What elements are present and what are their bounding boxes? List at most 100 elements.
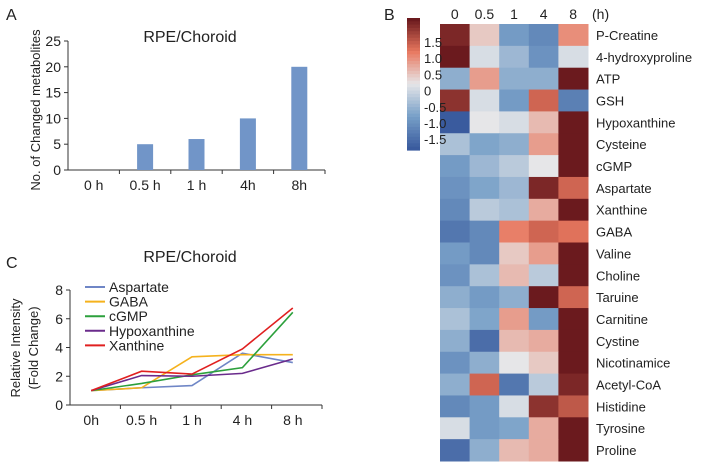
heatmap-cell (528, 351, 559, 375)
colorbar-segment (407, 103, 420, 108)
heatmap-cell (528, 286, 559, 309)
row-label: Carnitine (596, 312, 648, 327)
y-tick-label: 15 (45, 85, 61, 101)
colorbar-segment (407, 143, 420, 148)
heatmap-cell (499, 45, 530, 69)
heatmap-cell (499, 308, 530, 331)
heatmap-cell (499, 133, 530, 156)
bar (188, 139, 205, 170)
heatmap-cell (440, 89, 471, 112)
heatmap-cell (528, 45, 559, 69)
heatmap-cell (499, 198, 530, 222)
heatmap-cell (558, 439, 589, 462)
row-label: P-Creatine (596, 28, 658, 43)
heatmap-cell (469, 155, 500, 178)
colorbar-segment (407, 27, 420, 32)
colorbar-segment (407, 97, 420, 102)
heatmap-cell (499, 264, 530, 287)
heatmap-cell (469, 89, 500, 112)
heatmap-cell (499, 24, 530, 47)
panel-label-c: C (6, 255, 18, 272)
heatmap-cell (558, 308, 589, 331)
heatmap-cell (440, 155, 471, 178)
colorbar-segment (407, 87, 420, 92)
x-tick-label: 4 h (233, 412, 252, 428)
column-label: 4 (540, 6, 548, 22)
bar-chart-title: RPE/Choroid (143, 29, 236, 46)
x-tick-label: 0 h (84, 177, 103, 193)
colorbar-segment (407, 90, 420, 95)
y-tick-label: 8 (55, 282, 63, 298)
series-line-xanthine (90, 307, 294, 392)
bar (291, 66, 308, 170)
colorbar-segment (407, 54, 420, 59)
heatmap-cell (558, 198, 589, 222)
heatmap-cell (440, 133, 471, 156)
x-tick-label: 1 h (182, 412, 201, 428)
heatmap-cell (440, 220, 471, 243)
heatmap-cell (558, 67, 589, 91)
heatmap-cell (469, 111, 500, 134)
colorbar-segment (407, 21, 420, 26)
heatmap-cell (528, 308, 559, 331)
bar (239, 118, 256, 170)
heatmap-cell (558, 373, 589, 396)
x-tick-label: 0h (83, 412, 99, 428)
heatmap-cell (499, 242, 530, 265)
colorbar-segment (407, 24, 420, 29)
heatmap-cell (499, 155, 530, 178)
column-label: 1 (510, 6, 518, 22)
heatmap-cell (440, 67, 471, 91)
heatmap-cell (528, 176, 559, 200)
row-label: Cystine (596, 334, 639, 349)
row-label: Nicotinamice (596, 356, 670, 371)
heatmap-cell (469, 198, 500, 222)
heatmap-cell (440, 176, 471, 200)
heatmap-cell (469, 45, 500, 69)
heatmap-cell (440, 24, 471, 47)
colorbar-segment (407, 146, 420, 151)
heatmap-cell (528, 220, 559, 243)
heatmap-cell (469, 264, 500, 287)
colorbar-segment (407, 107, 420, 111)
column-label: 0.5 (475, 6, 495, 22)
colorbar-tick-label: -0.5 (424, 100, 446, 115)
colorbar-segment (407, 47, 420, 52)
colorbar-segment (407, 80, 420, 85)
heatmap-cell (528, 155, 559, 178)
heatmap-cell (440, 351, 471, 375)
heatmap-cell (469, 395, 500, 418)
heatmap-cell (528, 264, 559, 287)
heatmap-cell (558, 111, 589, 134)
colorbar-tick-label: 0.5 (424, 67, 442, 82)
series-line-aspartate (91, 352, 293, 392)
colorbar-segment (407, 117, 420, 121)
heatmap-cell (558, 242, 589, 265)
heatmap-cell (440, 439, 471, 462)
heatmap-cell (440, 286, 471, 309)
y-tick-label: 0 (53, 162, 61, 178)
heatmap-cell (558, 24, 589, 47)
colorbar-segment (407, 31, 420, 36)
line-chart-title: RPE/Choroid (143, 249, 236, 266)
row-label: ATP (596, 72, 620, 87)
y-tick-label: 5 (53, 136, 61, 152)
legend-label: cGMP (109, 308, 148, 324)
x-tick-label: 4h (240, 177, 256, 193)
colorbar-segment (407, 34, 420, 39)
x-tick-label: 8 h (283, 412, 302, 428)
heatmap-cell (440, 417, 471, 440)
colorbar-segment (407, 60, 420, 65)
heatmap-cell (528, 329, 559, 353)
colorbar-segment (407, 44, 420, 49)
heatmap-cell (469, 351, 500, 375)
legend-label: GABA (109, 294, 149, 310)
y-tick-label: 4 (55, 340, 63, 356)
colorbar-tick-label: -1.5 (424, 132, 446, 147)
heatmap-cell (440, 242, 471, 265)
heatmap-cell (528, 439, 559, 462)
colorbar-segment (407, 123, 420, 128)
colorbar-segment (407, 126, 420, 131)
heatmap-cell (499, 111, 530, 134)
heatmap-cell (528, 24, 559, 47)
